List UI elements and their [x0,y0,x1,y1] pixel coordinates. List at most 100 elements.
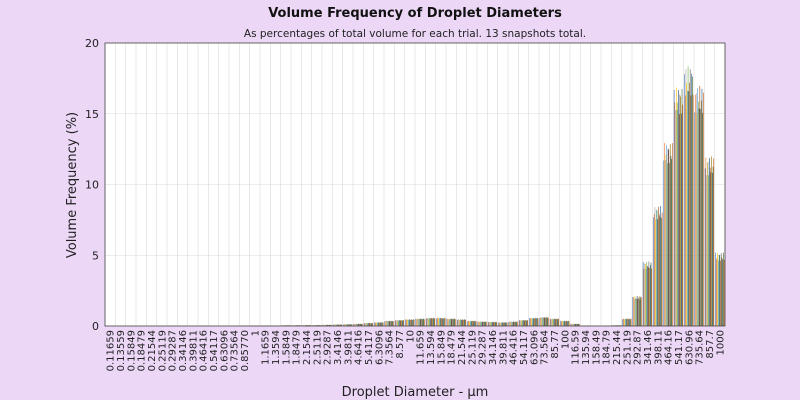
bar [317,325,318,326]
bar [495,322,496,326]
bar [686,83,687,326]
bar [641,297,642,326]
bar [440,317,442,326]
x-axis-ticks: 0.11659 0.13559 0.15849 0.18479 0.21544 0.251… [106,330,727,371]
bar [532,317,534,326]
x-tick-label: 0.63096 [219,330,230,371]
bar [368,323,369,326]
bar [472,320,473,326]
bar [665,154,667,326]
bar [687,66,689,326]
bar [432,318,433,326]
bar [377,322,379,326]
bar [409,319,411,326]
bar [364,323,366,326]
bar [625,318,626,326]
bar [512,321,513,326]
bar [690,95,692,327]
bar [351,324,352,326]
bar [723,252,724,326]
bar [454,318,456,326]
bar [462,319,464,326]
bar [653,213,655,326]
bar [535,318,537,326]
bar [675,87,677,326]
bar [717,253,718,326]
bar [500,322,501,326]
bar [421,319,423,326]
bar [574,323,575,326]
bar [389,320,391,326]
bar [666,144,667,326]
bar [374,322,376,326]
bar [405,319,407,326]
bar [328,324,329,326]
bar [395,320,397,326]
bar [464,319,466,326]
bar [551,319,552,326]
bar [553,319,555,326]
bar [486,321,487,326]
y-tick-label: 20 [85,37,99,50]
bar [386,321,388,326]
bar [523,320,524,326]
bar [550,318,552,326]
bar [707,161,709,326]
bar [700,108,701,326]
bar [376,322,377,326]
bar [452,318,454,326]
bar [381,322,382,326]
bar [425,318,427,326]
bar [304,325,306,326]
bar [720,253,722,326]
bar [363,323,365,326]
bar [307,325,309,326]
bar [301,325,303,326]
bar [306,325,308,326]
bar [667,148,669,326]
bar [684,95,686,326]
bar [326,324,328,326]
x-tick-label: 18.479 [447,330,458,365]
bar [656,209,657,326]
bar [645,268,647,326]
bar [396,320,397,326]
bar [443,318,444,326]
bar [579,323,580,326]
bar [329,324,331,326]
bar [524,320,526,326]
bar [327,324,329,326]
bar [481,321,483,326]
bar [456,319,458,326]
bar [384,321,386,326]
bar [344,324,346,326]
bar [669,144,671,326]
bar [309,325,311,326]
bar [460,319,462,326]
bar [698,101,699,327]
bar [433,317,434,326]
bar [442,317,444,326]
bar [647,267,649,326]
bar [343,324,345,326]
bar [671,159,673,326]
bar [388,321,390,326]
y-tick-label: 15 [85,108,99,121]
bar [357,323,358,326]
bar [522,320,524,326]
bar [534,318,535,326]
bar [678,114,680,326]
bar [446,318,448,326]
bar [418,319,419,326]
bar [542,317,543,326]
x-tick-label: 135.94 [581,330,592,365]
bar [517,321,518,326]
bar [362,323,363,326]
bar [712,172,713,326]
bar [566,320,568,326]
bar [421,318,422,326]
bar [661,212,663,326]
bar [380,322,382,326]
bar [697,88,698,327]
bar [427,317,428,326]
